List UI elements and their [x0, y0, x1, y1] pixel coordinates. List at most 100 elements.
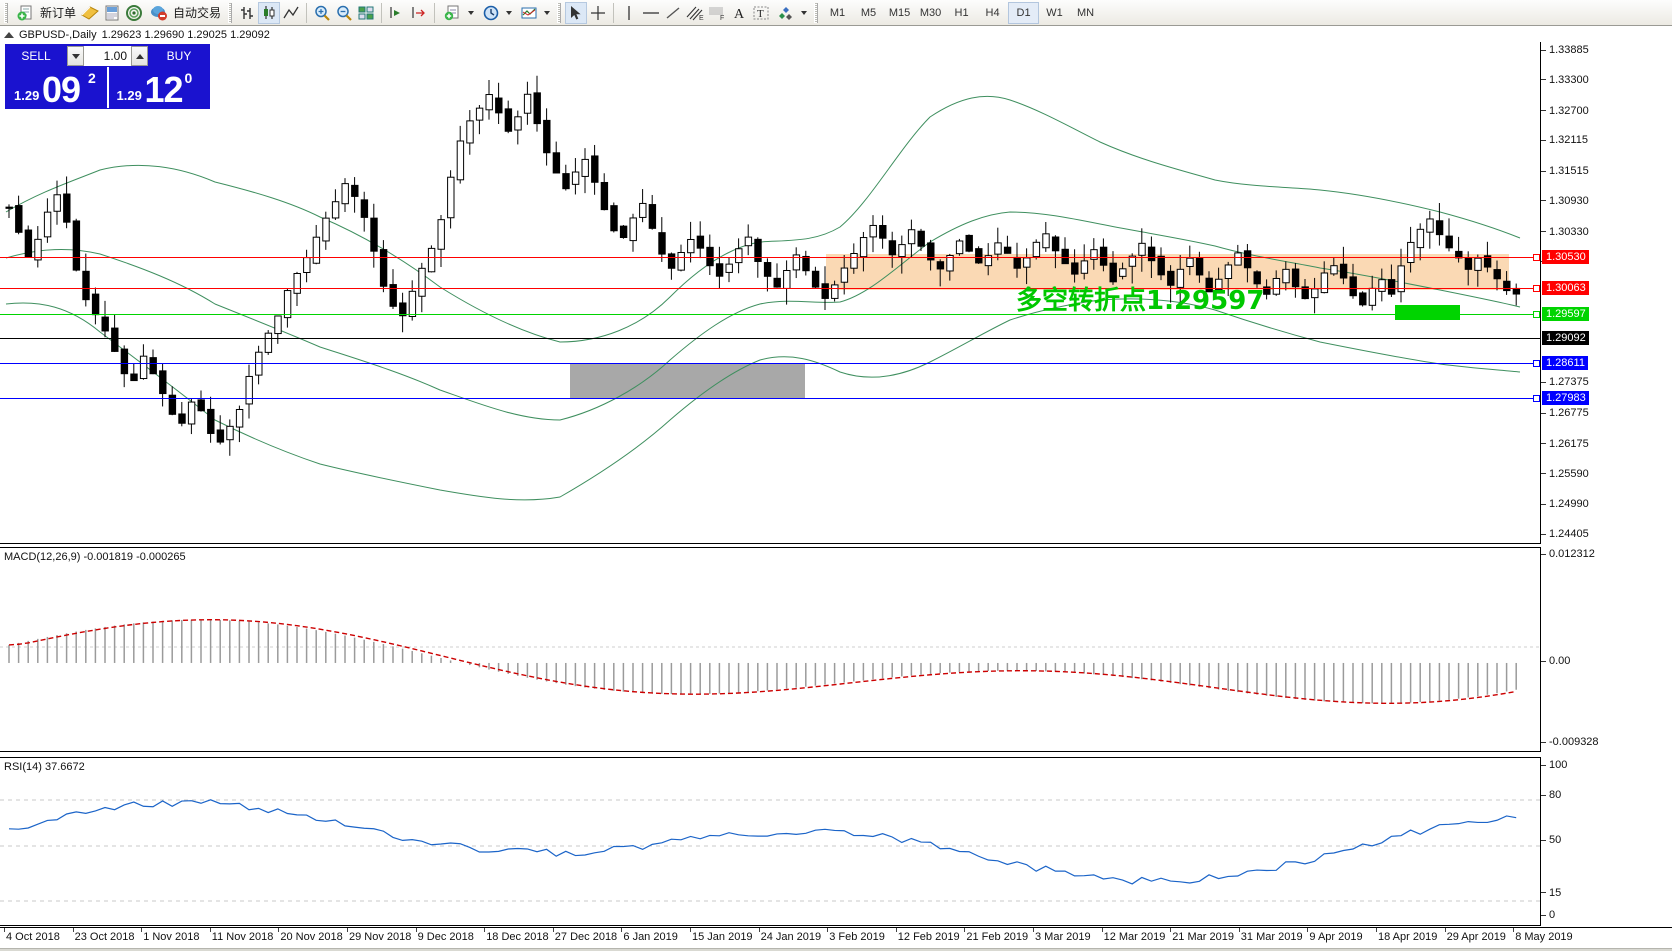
price-tick-1.32115: 1.32115 [1541, 134, 1588, 146]
price-chip-support-upper[interactable]: 1.28611 [1542, 356, 1588, 370]
candle-body [1215, 278, 1223, 291]
candle-body [888, 240, 897, 256]
metaeditor-icon[interactable] [79, 2, 101, 24]
level-line-resistance-lower[interactable] [0, 288, 1540, 289]
toolbar-grip-3[interactable] [557, 2, 562, 23]
volume-stepper[interactable]: 1.00 [67, 46, 148, 66]
timeframe-mn[interactable]: MN [1076, 6, 1095, 19]
svg-text:F: F [720, 15, 724, 22]
timeframe-d1[interactable]: D1 [1008, 1, 1040, 24]
level-line-support-upper[interactable] [0, 363, 1540, 364]
chevron-down-icon[interactable] [468, 10, 475, 15]
price-chip-support-lower[interactable]: 1.27983 [1542, 391, 1589, 405]
chevron-down-icon[interactable] [506, 10, 513, 15]
date-label: 27 Dec 2018 [554, 931, 618, 943]
price-chip-resistance-upper[interactable]: 1.30530 [1542, 250, 1589, 264]
candle-body [437, 219, 445, 250]
toolbar-grip[interactable] [4, 2, 8, 23]
level-line-resistance-upper[interactable] [0, 257, 1540, 258]
price-chip-resistance-lower[interactable]: 1.30063 [1542, 281, 1589, 295]
candle-body [1387, 279, 1396, 295]
rsi-scale[interactable]: 100 80 50 15 0 [1540, 757, 1672, 926]
candlestick-chart-icon[interactable] [258, 1, 281, 24]
candle-body [5, 206, 13, 209]
price-chip-current-price[interactable]: 1.29092 [1542, 331, 1589, 345]
text-box-icon[interactable]: T [750, 2, 772, 24]
toolbar-grip-4[interactable] [814, 2, 819, 23]
horizontal-line-icon[interactable] [640, 2, 662, 24]
candle-body [72, 220, 81, 271]
crosshair-icon[interactable] [587, 2, 609, 24]
candle-body [216, 429, 225, 443]
rsi-tick-100: 100 [1541, 759, 1567, 771]
date-label: 20 Nov 2018 [280, 931, 343, 943]
volume-increase-button[interactable] [131, 46, 148, 66]
timeframe-m15[interactable]: M15 [888, 6, 911, 19]
candle-body [735, 248, 743, 264]
price-chip-pivot-green[interactable]: 1.29597 [1542, 307, 1589, 321]
line-chart-icon[interactable] [280, 2, 302, 24]
timeframe-w1[interactable]: W1 [1046, 6, 1063, 19]
toolbar-grip-2[interactable] [228, 2, 233, 23]
text-label-icon[interactable]: A [728, 2, 750, 24]
shapes-menu[interactable] [772, 1, 810, 25]
date-axis[interactable]: 4 Oct 2018 23 Oct 2018 1 Nov 2018 11 Nov 20… [0, 927, 1672, 951]
volume-input[interactable]: 1.00 [84, 46, 131, 66]
chart-annotation-text[interactable]: 多空转折点1.29597 [1016, 286, 1265, 316]
candle-body [907, 229, 916, 245]
navigator-icon[interactable] [123, 2, 145, 24]
zoom-in-icon[interactable] [311, 2, 333, 24]
candle-body [351, 184, 359, 197]
new-order-button[interactable]: 新订单 [12, 1, 79, 25]
candle-body [91, 293, 100, 316]
price-chart-pane[interactable] [0, 42, 1540, 544]
buy-price-display[interactable]: 1.29 12 0 [109, 67, 210, 110]
zoom-out-icon[interactable] [333, 2, 355, 24]
level-line-pivot-green[interactable] [0, 314, 1540, 315]
candle-body [840, 267, 849, 283]
fibonacci-icon[interactable]: F [706, 2, 728, 24]
chevron-down-icon[interactable] [544, 10, 551, 15]
period-menu[interactable] [477, 1, 515, 25]
bar-chart-icon[interactable] [236, 2, 258, 24]
macd-scale[interactable]: 0.012312 0.00 -0.009328 [1540, 547, 1672, 752]
tile-windows-icon[interactable] [355, 2, 377, 24]
timeframe-m5[interactable]: M5 [860, 6, 877, 19]
sell-price-display[interactable]: 1.29 09 2 [6, 67, 107, 110]
data-window-icon[interactable] [101, 2, 123, 24]
timeframe-m1[interactable]: M1 [829, 6, 846, 19]
equidistant-channel-icon[interactable]: E [684, 2, 706, 24]
period-icon [480, 2, 502, 24]
toolbar-separator-1 [306, 2, 308, 23]
volume-decrease-button[interactable] [67, 46, 84, 66]
timeframe-m30[interactable]: M30 [919, 6, 942, 19]
sell-button[interactable]: SELL [6, 45, 66, 67]
candle-body [1464, 257, 1473, 270]
candle-body [1243, 250, 1252, 269]
level-handle-resistance-lower[interactable] [1533, 285, 1540, 292]
timeframe-h1[interactable]: H1 [954, 6, 969, 19]
chevron-down-icon[interactable] [801, 10, 808, 15]
templates-menu[interactable] [515, 1, 553, 25]
macd-pane[interactable]: MACD(12,26,9) -0.001819 -0.000265 [0, 547, 1540, 752]
shift-end-icon[interactable] [386, 2, 408, 24]
rsi-pane[interactable]: RSI(14) 37.6672 [0, 757, 1540, 926]
vertical-line-icon[interactable] [618, 2, 640, 24]
timeframe-h4[interactable]: H4 [985, 6, 1000, 19]
level-handle-pivot-green[interactable] [1533, 311, 1540, 318]
indicators-menu[interactable] [439, 1, 477, 25]
chart-collapse-icon[interactable] [4, 32, 14, 38]
level-handle-support-lower[interactable] [1533, 395, 1540, 402]
cursor-icon[interactable] [565, 1, 588, 24]
price-tick-1.24405: 1.24405 [1541, 528, 1589, 540]
chart-autoscroll-icon[interactable] [408, 2, 430, 24]
buy-button[interactable]: BUY [149, 45, 209, 67]
candle-body [639, 202, 647, 218]
autotrading-button[interactable]: 自动交易 [145, 1, 224, 25]
trendline-icon[interactable] [662, 2, 684, 24]
status-bar [0, 948, 1672, 951]
level-handle-resistance-upper[interactable] [1533, 254, 1540, 261]
level-line-support-lower[interactable] [0, 398, 1540, 399]
level-handle-support-upper[interactable] [1533, 360, 1540, 367]
level-line-current-price[interactable] [0, 338, 1540, 339]
